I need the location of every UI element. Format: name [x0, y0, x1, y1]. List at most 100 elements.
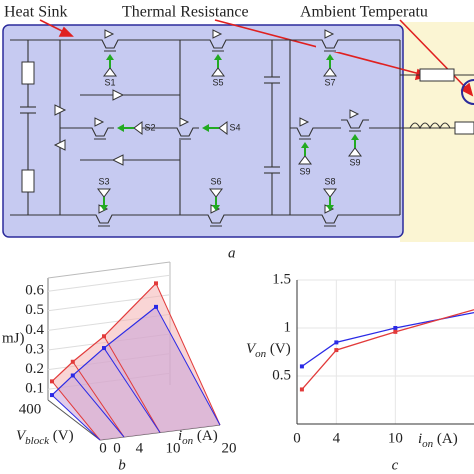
ambient-source	[461, 79, 474, 105]
axis-line	[47, 261, 171, 279]
gate-arrow-head	[326, 54, 334, 60]
igbt	[316, 39, 344, 52]
x-tick-label: 20	[222, 440, 237, 456]
switch-label: S9	[299, 166, 310, 176]
gate-arrow-head	[326, 205, 334, 211]
z-tick-label: 400	[19, 401, 42, 417]
axis-label-part: block	[25, 435, 50, 447]
diode	[212, 29, 223, 39]
point	[102, 334, 106, 339]
capacitor-gap	[264, 77, 280, 83]
diode	[53, 139, 66, 151]
gate-arrow-head	[212, 205, 220, 211]
series-line	[51, 306, 157, 396]
point	[393, 326, 398, 330]
inductor	[409, 122, 451, 130]
switch-label: S9	[349, 157, 360, 167]
igbt	[96, 39, 124, 52]
drop-line	[155, 283, 221, 426]
x-tick-label: 10	[388, 430, 403, 446]
axis-label-part: V	[246, 341, 257, 357]
axis-label: ion (A)	[418, 431, 458, 449]
axis-label-part: (A)	[433, 431, 458, 447]
igbt	[291, 127, 319, 140]
driver	[97, 188, 111, 198]
drop-line	[51, 394, 101, 441]
driver	[323, 188, 337, 198]
drop-line	[51, 381, 101, 441]
callout: Heat Sink	[4, 4, 68, 21]
axis-label: ion (A)	[178, 428, 218, 446]
y-tick-label: 1.5	[272, 271, 291, 287]
gate-arrow-head	[117, 124, 124, 132]
drop-line	[103, 347, 161, 433]
switch-gap	[316, 36, 344, 52]
y-tick-label: 0.6	[25, 283, 44, 299]
x-tick-label: 0	[293, 430, 301, 446]
panel-caption: b	[118, 457, 126, 473]
axis-label-part: on	[182, 435, 194, 447]
surface	[52, 306, 220, 440]
diode	[112, 89, 125, 101]
diode	[179, 117, 190, 127]
y-tick-label: 0.5	[25, 302, 44, 318]
driver	[323, 67, 337, 77]
series-line	[301, 309, 474, 390]
point	[102, 346, 106, 351]
igbt	[86, 127, 114, 140]
axis-line	[47, 399, 101, 441]
switch-label: S3	[98, 176, 109, 186]
switch-gap	[204, 36, 232, 52]
capacitor-gap	[264, 167, 280, 173]
panel-caption: a	[228, 245, 236, 261]
gate-arrow-head	[106, 54, 114, 60]
switch-label: S2	[144, 122, 155, 132]
igbt	[204, 39, 232, 52]
axis-label: Vblock (V)	[16, 428, 74, 446]
axis-label-part: on	[255, 348, 267, 360]
gate-arrow-head	[100, 205, 108, 211]
x-tick-label: 4	[136, 440, 144, 456]
point	[154, 304, 158, 309]
driver	[298, 155, 312, 165]
y-tick-label: 0.2	[25, 361, 44, 377]
point	[334, 348, 339, 353]
point	[154, 281, 158, 286]
switch-gap	[90, 211, 118, 227]
x-tick-label: 10	[166, 440, 181, 456]
igbt	[171, 127, 199, 140]
y-tick-label: 0.4	[25, 322, 44, 338]
y-tick-label: 0.5	[272, 367, 291, 383]
axis-label-part: V	[16, 428, 27, 444]
point	[50, 379, 54, 384]
drop-line	[72, 375, 125, 438]
point	[393, 329, 398, 334]
switch-gap	[316, 211, 344, 227]
diode	[324, 29, 335, 39]
igbt	[341, 119, 369, 132]
load	[454, 121, 474, 135]
diode	[104, 29, 115, 39]
switch-label: S8	[324, 176, 335, 186]
driver	[209, 188, 223, 198]
gate-arrow-head	[214, 54, 222, 60]
thermal-resistor	[419, 68, 455, 82]
callout: Ambient Temperatu	[300, 4, 428, 21]
point	[299, 387, 304, 392]
x-tick-label: 0	[113, 440, 121, 456]
axis-label-part: i	[418, 431, 422, 447]
switch-label: S5	[212, 77, 223, 87]
switch-gap	[341, 116, 369, 132]
drop-line	[155, 306, 221, 426]
diode	[349, 109, 360, 119]
heat-sink	[2, 24, 404, 238]
series-line	[301, 312, 474, 367]
driver	[133, 121, 143, 135]
axis-label-part: (V)	[49, 428, 74, 444]
igbt	[90, 214, 118, 227]
switch-label: S7	[324, 77, 335, 87]
switch-gap	[86, 124, 114, 140]
point	[70, 373, 75, 378]
